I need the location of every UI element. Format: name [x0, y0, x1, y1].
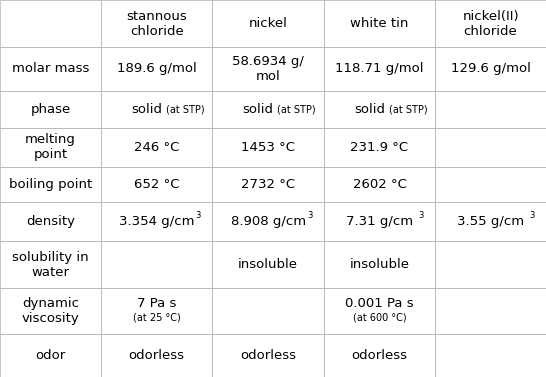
Bar [212, 0, 324, 48]
Text: solubility in
water: solubility in water [12, 250, 89, 279]
Text: phase: phase [31, 103, 70, 116]
Text: odorless: odorless [240, 349, 296, 362]
Text: odor: odor [35, 349, 66, 362]
Text: odorless: odorless [352, 349, 407, 362]
Bar [324, 202, 435, 241]
Bar [212, 288, 324, 334]
Bar [0, 288, 101, 334]
Bar [212, 241, 324, 288]
Bar [212, 127, 324, 167]
Bar [435, 48, 546, 90]
Text: melting
point: melting point [25, 133, 76, 161]
Text: 3.55 g/cm: 3.55 g/cm [457, 215, 524, 228]
Bar [324, 241, 435, 288]
Bar [0, 127, 101, 167]
Bar [212, 90, 324, 127]
Text: 3: 3 [418, 210, 424, 219]
Text: boiling point: boiling point [9, 178, 92, 191]
Bar [324, 48, 435, 90]
Bar [324, 127, 435, 167]
Text: stannous
chloride: stannous chloride [126, 10, 187, 38]
Bar [101, 288, 212, 334]
Bar [324, 288, 435, 334]
Bar [101, 127, 212, 167]
Text: 118.71 g/mol: 118.71 g/mol [335, 63, 424, 75]
Bar [101, 241, 212, 288]
Bar [0, 202, 101, 241]
Bar [435, 0, 546, 48]
Bar [101, 202, 212, 241]
Text: 2732 °C: 2732 °C [241, 178, 295, 191]
Text: 189.6 g/mol: 189.6 g/mol [117, 63, 197, 75]
Bar [0, 48, 101, 90]
Bar [101, 48, 212, 90]
Text: 231.9 °C: 231.9 °C [351, 141, 408, 154]
Bar [0, 241, 101, 288]
Text: 129.6 g/mol: 129.6 g/mol [450, 63, 531, 75]
Bar [0, 334, 101, 377]
Text: 7.31 g/cm: 7.31 g/cm [346, 215, 413, 228]
Bar [435, 241, 546, 288]
Text: nickel: nickel [248, 17, 288, 30]
Bar [435, 90, 546, 127]
Bar [435, 167, 546, 202]
Text: solid: solid [132, 103, 162, 116]
Bar [435, 202, 546, 241]
Text: 3: 3 [307, 210, 312, 219]
Text: (at 600 °C): (at 600 °C) [353, 313, 406, 322]
Bar [101, 334, 212, 377]
Text: solid: solid [354, 103, 385, 116]
Text: (at STP): (at STP) [166, 104, 205, 114]
Text: (at 25 °C): (at 25 °C) [133, 313, 181, 322]
Text: 0.001 Pa s: 0.001 Pa s [345, 297, 414, 310]
Text: odorless: odorless [129, 349, 185, 362]
Text: density: density [26, 215, 75, 228]
Bar [0, 167, 101, 202]
Text: insoluble: insoluble [349, 258, 410, 271]
Text: solid: solid [243, 103, 274, 116]
Text: 246 °C: 246 °C [134, 141, 180, 154]
Text: 58.6934 g/
mol: 58.6934 g/ mol [232, 55, 304, 83]
Bar [435, 288, 546, 334]
Text: (at STP): (at STP) [277, 104, 316, 114]
Bar [212, 334, 324, 377]
Text: 2602 °C: 2602 °C [353, 178, 406, 191]
Text: 7 Pa s: 7 Pa s [137, 297, 176, 310]
Text: nickel(II)
chloride: nickel(II) chloride [462, 10, 519, 38]
Text: white tin: white tin [351, 17, 408, 30]
Bar [0, 0, 101, 48]
Bar [324, 167, 435, 202]
Bar [101, 90, 212, 127]
Bar [324, 90, 435, 127]
Text: 3.354 g/cm: 3.354 g/cm [119, 215, 194, 228]
Text: (at STP): (at STP) [389, 104, 428, 114]
Bar [435, 127, 546, 167]
Bar [212, 167, 324, 202]
Text: dynamic
viscosity: dynamic viscosity [22, 297, 79, 325]
Text: molar mass: molar mass [12, 63, 89, 75]
Text: 8.908 g/cm: 8.908 g/cm [230, 215, 306, 228]
Text: 3: 3 [530, 210, 535, 219]
Bar [212, 48, 324, 90]
Text: 652 °C: 652 °C [134, 178, 180, 191]
Bar [101, 167, 212, 202]
Text: 1453 °C: 1453 °C [241, 141, 295, 154]
Bar [324, 334, 435, 377]
Text: 3: 3 [195, 210, 201, 219]
Bar [324, 0, 435, 48]
Text: insoluble: insoluble [238, 258, 298, 271]
Bar [101, 0, 212, 48]
Bar [435, 334, 546, 377]
Bar [0, 90, 101, 127]
Bar [212, 202, 324, 241]
